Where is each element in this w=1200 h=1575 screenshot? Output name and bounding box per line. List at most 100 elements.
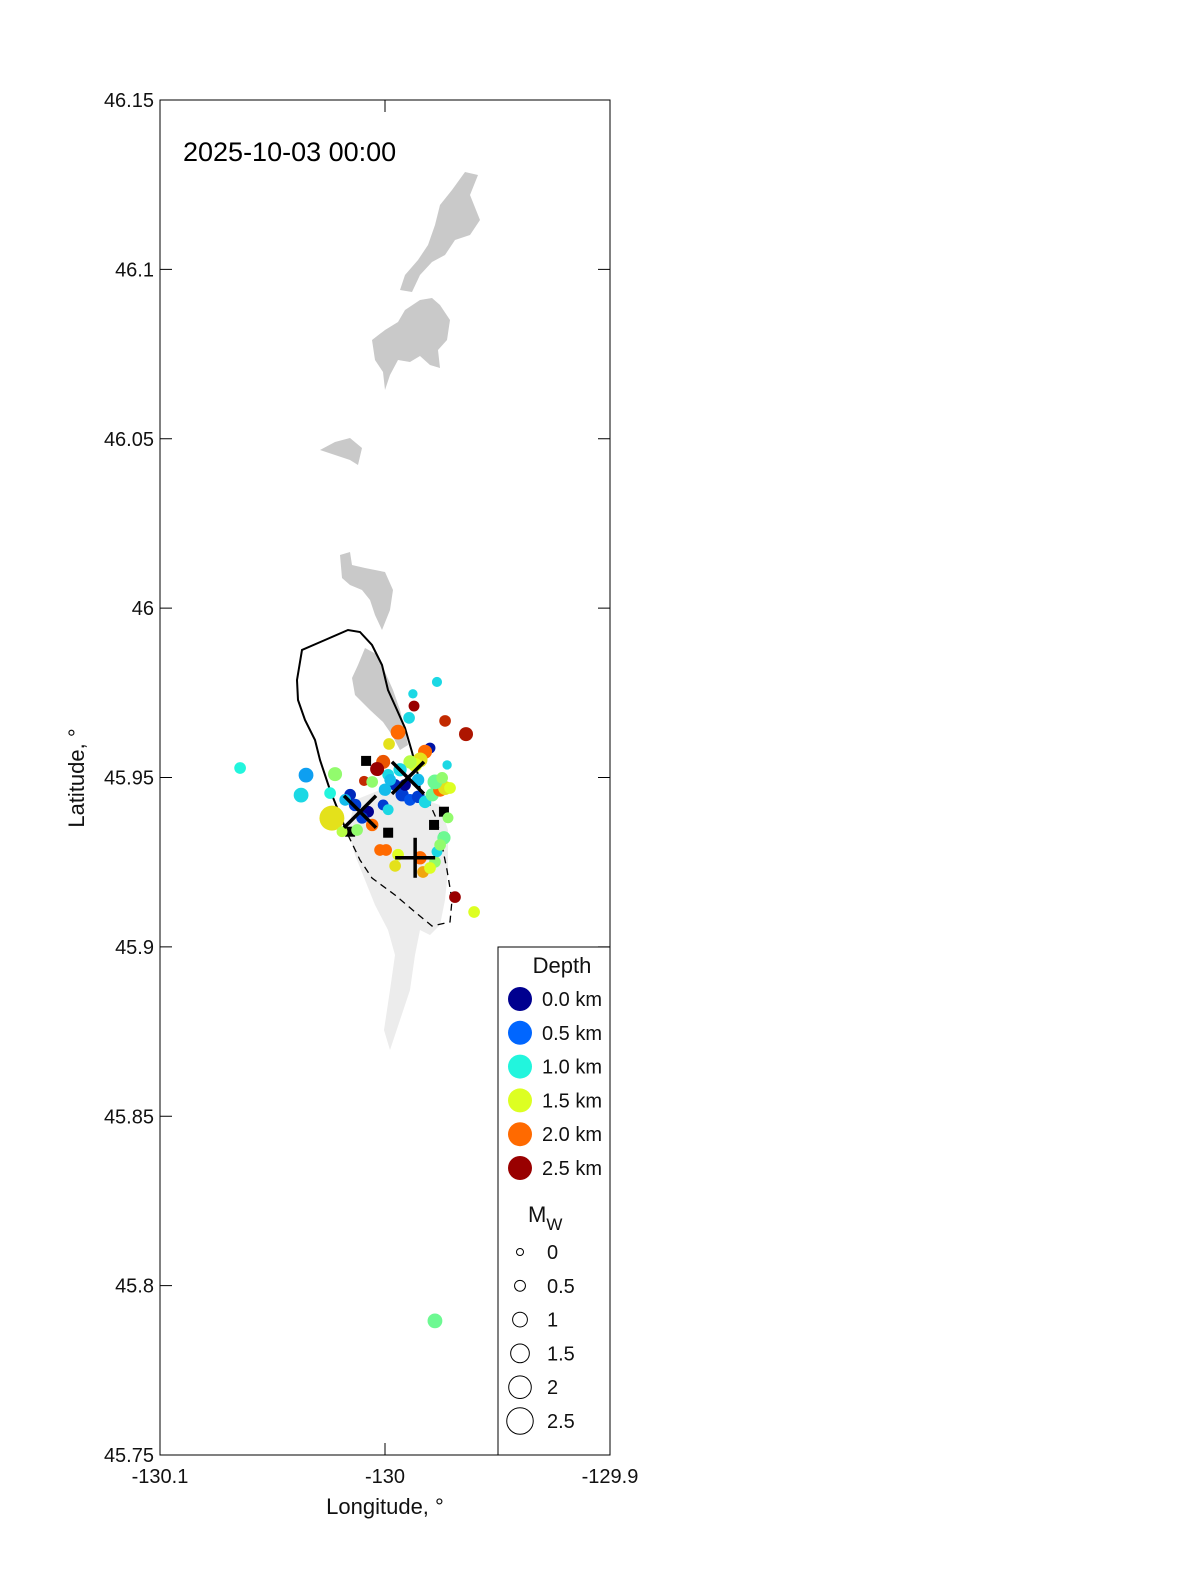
axes: 46.1546.146.054645.9545.945.8545.845.75-…: [104, 90, 638, 1488]
depth-legend-swatch: [508, 987, 532, 1011]
event-point: [298, 767, 314, 783]
y-tick-label: 46.15: [104, 90, 154, 112]
depth-legend-swatch: [508, 1156, 532, 1180]
fissure-shape-south: [340, 552, 393, 630]
y-tick-label: 45.85: [104, 1106, 154, 1128]
mag-legend-label: 2.5: [547, 1411, 575, 1433]
y-tick-label: 46.1: [115, 259, 154, 281]
y-tick-label: 46: [132, 598, 154, 620]
depth-legend-label: 1.0 km: [542, 1057, 602, 1079]
station-square: [429, 819, 440, 830]
station-square: [438, 806, 449, 817]
event-point: [390, 724, 406, 740]
event-point: [234, 762, 246, 774]
plus-marker: [395, 837, 436, 878]
event-point: [444, 782, 456, 794]
event-point: [434, 839, 446, 851]
y-tick-label: 45.8: [115, 1276, 154, 1298]
event-point: [366, 776, 379, 788]
fissure-shape-caldera: [352, 648, 408, 750]
event-point: [383, 738, 395, 750]
mag-legend-label: 1: [547, 1310, 558, 1332]
depth-legend-swatch: [508, 1122, 532, 1147]
event-point: [442, 760, 452, 770]
depth-legend-label: 0.0 km: [542, 989, 602, 1011]
event-points: [234, 676, 480, 1329]
legend: Depth 0.0 km 0.5 km 1.0 km 1.5 km 2.0 km 2.5 …: [497, 946, 611, 1456]
y-tick-label: 45.95: [104, 768, 154, 790]
fissure-shape-north-2: [372, 298, 450, 390]
y-tick-label: 45.75: [104, 1445, 154, 1467]
event-point: [351, 824, 363, 836]
event-point: [384, 774, 397, 786]
depth-legend-label: 1.5 km: [542, 1090, 602, 1112]
fissure-shape-north: [400, 172, 480, 292]
y-tick-label: 45.9: [115, 937, 154, 959]
event-point: [380, 844, 392, 856]
depth-legend-items: 0.0 km 0.5 km 1.0 km 1.5 km 2.0 km 2.5 km: [508, 987, 602, 1180]
event-point: [408, 689, 418, 699]
event-point: [408, 700, 420, 712]
depth-legend-label: 0.5 km: [542, 1023, 602, 1045]
x-marker: [390, 760, 426, 796]
event-point: [427, 1313, 443, 1329]
mag-legend-circle: [512, 1311, 528, 1328]
legend-mag-title-sub: W: [546, 1215, 562, 1234]
event-point: [403, 712, 415, 724]
event-point: [319, 805, 345, 831]
x-marker-stroke: [390, 760, 426, 796]
legend-depth-title: Depth: [533, 953, 592, 978]
y-axis-label: Latitude, °: [64, 728, 89, 827]
mag-legend-items: 0 0.5 1 1.5 2 2.5: [506, 1242, 575, 1435]
x-tick-label: -130: [365, 1466, 405, 1488]
event-point: [468, 906, 480, 918]
event-point: [336, 826, 348, 838]
event-point: [293, 787, 309, 803]
event-point: [449, 891, 461, 903]
station-square: [383, 827, 394, 838]
event-point: [403, 755, 417, 769]
mag-legend-circle: [516, 1248, 524, 1256]
station-markers: [345, 755, 449, 838]
fissure-shape-mid: [320, 438, 362, 465]
event-point: [442, 812, 454, 824]
x-marker: [342, 794, 378, 829]
event-point: [370, 762, 385, 777]
mag-legend-label: 0.5: [547, 1276, 575, 1298]
event-point: [378, 783, 392, 796]
event-point: [431, 676, 443, 688]
x-tick-label: -130.1: [132, 1466, 189, 1488]
depth-legend-label: 2.5 km: [542, 1158, 602, 1180]
event-point: [458, 727, 474, 742]
event-point: [324, 787, 336, 799]
station-square: [361, 755, 372, 766]
mag-legend-circle: [506, 1407, 534, 1435]
legend-mag-title: MW: [528, 1202, 562, 1234]
dashed-outline: [347, 789, 453, 927]
event-point: [339, 794, 352, 806]
x-axis-label: Longitude, °: [326, 1494, 444, 1519]
mag-legend-label: 1.5: [547, 1343, 575, 1365]
mag-legend-circle: [508, 1375, 532, 1399]
bathymetry-features: [320, 172, 480, 1050]
event-point: [382, 804, 394, 816]
x-tick-label: -129.9: [582, 1466, 639, 1488]
mag-legend-label: 2: [547, 1377, 558, 1399]
depth-legend-swatch: [508, 1088, 532, 1113]
event-point: [328, 767, 343, 782]
event-point: [436, 771, 448, 784]
y-tick-label: 46.05: [104, 429, 154, 451]
depth-legend-swatch: [508, 1054, 532, 1079]
caldera-outline: [295, 628, 421, 836]
timestamp-annotation: 2025-10-03 00:00: [183, 137, 396, 167]
depth-legend-swatch: [508, 1020, 532, 1045]
event-point: [424, 862, 436, 874]
event-point: [439, 715, 451, 727]
cross-markers: [342, 760, 436, 878]
x-marker-stroke: [342, 794, 378, 829]
mag-legend-label: 0: [547, 1242, 558, 1264]
station-square: [345, 826, 356, 837]
mag-legend-circle: [510, 1343, 530, 1364]
mag-legend-circle: [514, 1279, 526, 1292]
